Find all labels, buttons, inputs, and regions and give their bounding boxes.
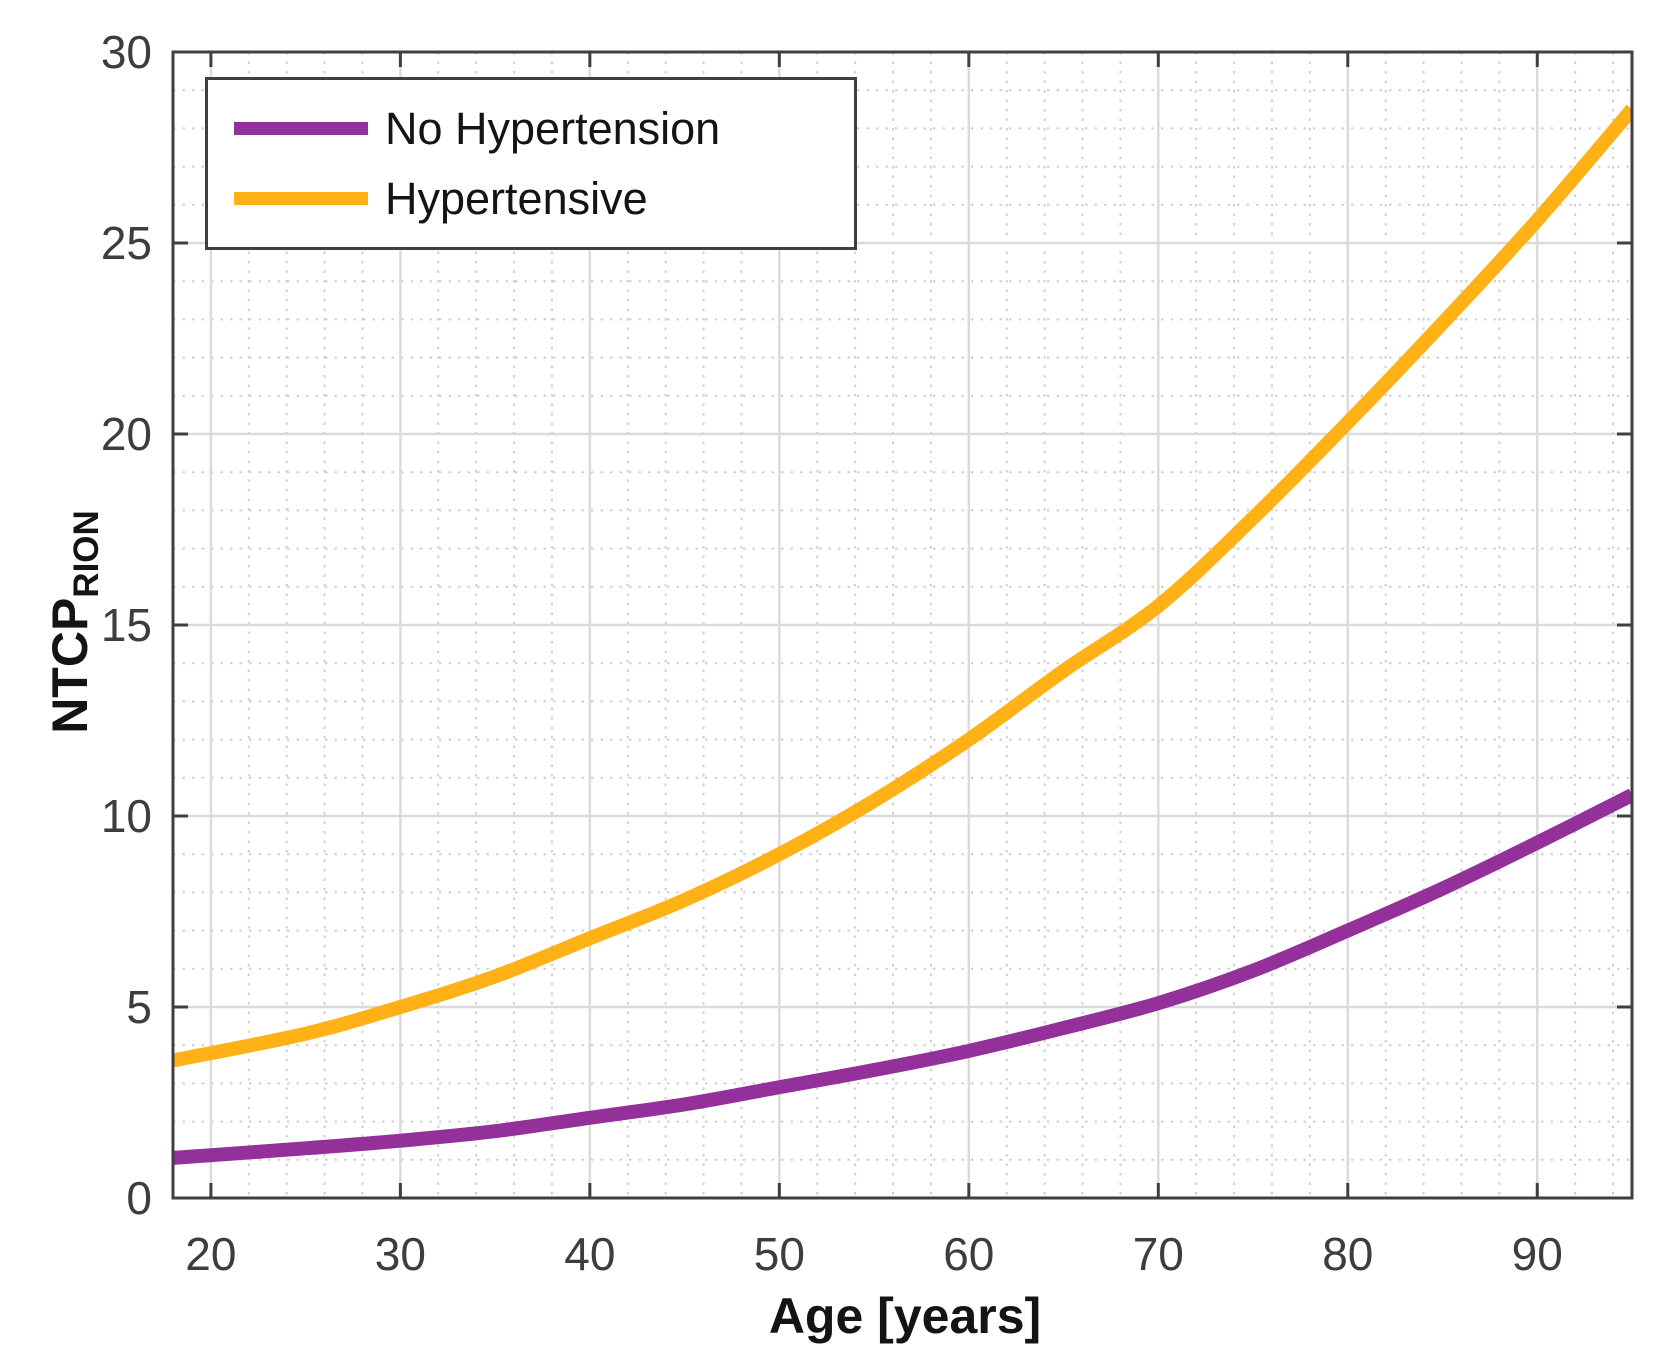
y-tick-label: 30 (101, 26, 152, 78)
y-axis-label-text: NTCP (42, 597, 98, 734)
legend-label-hypertensive: Hypertensive (385, 173, 648, 225)
x-tick-label: 50 (754, 1228, 805, 1280)
x-tick-label: 40 (564, 1228, 615, 1280)
x-axis-label: Age [years] (768, 1288, 1042, 1344)
legend-line-no-hypertension-icon (234, 121, 368, 135)
x-tick-label: 60 (943, 1228, 994, 1280)
y-tick-label: 25 (101, 217, 152, 269)
legend-line-hypertensive-icon (234, 192, 368, 206)
legend-label-no-hypertension: No Hypertension (385, 102, 721, 154)
legend-item-hypertensive: Hypertensive (234, 176, 854, 221)
legend: No Hypertension Hypertensive (205, 77, 857, 250)
x-tick-label: 70 (1133, 1228, 1184, 1280)
y-axis-label: NTCPRION (41, 510, 107, 734)
legend-item-no-hypertension: No Hypertension (234, 106, 854, 151)
x-tick-label: 90 (1512, 1228, 1563, 1280)
y-tick-label: 15 (101, 599, 152, 651)
y-tick-label: 0 (126, 1172, 152, 1224)
x-tick-label: 30 (375, 1228, 426, 1280)
x-tick-label: 80 (1322, 1228, 1373, 1280)
y-axis-label-subscript: RION (67, 510, 106, 598)
y-tick-label: 20 (101, 408, 152, 460)
y-tick-label: 10 (101, 790, 152, 842)
y-tick-label: 5 (126, 981, 152, 1033)
x-tick-label: 20 (185, 1228, 236, 1280)
